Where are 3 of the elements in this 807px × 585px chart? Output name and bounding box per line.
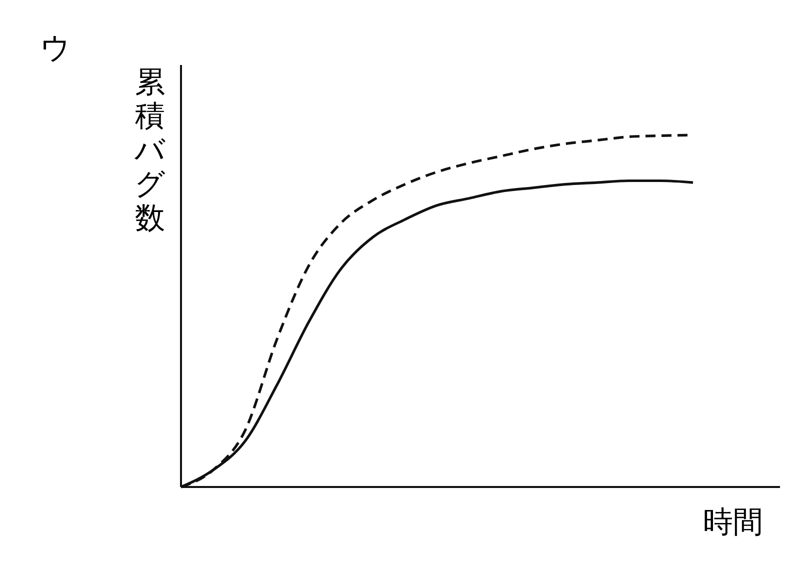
- x-axis-title: 時間: [703, 505, 763, 540]
- chart-title: ウ: [40, 31, 71, 66]
- y-axis-title: 累積バグ数: [134, 65, 166, 236]
